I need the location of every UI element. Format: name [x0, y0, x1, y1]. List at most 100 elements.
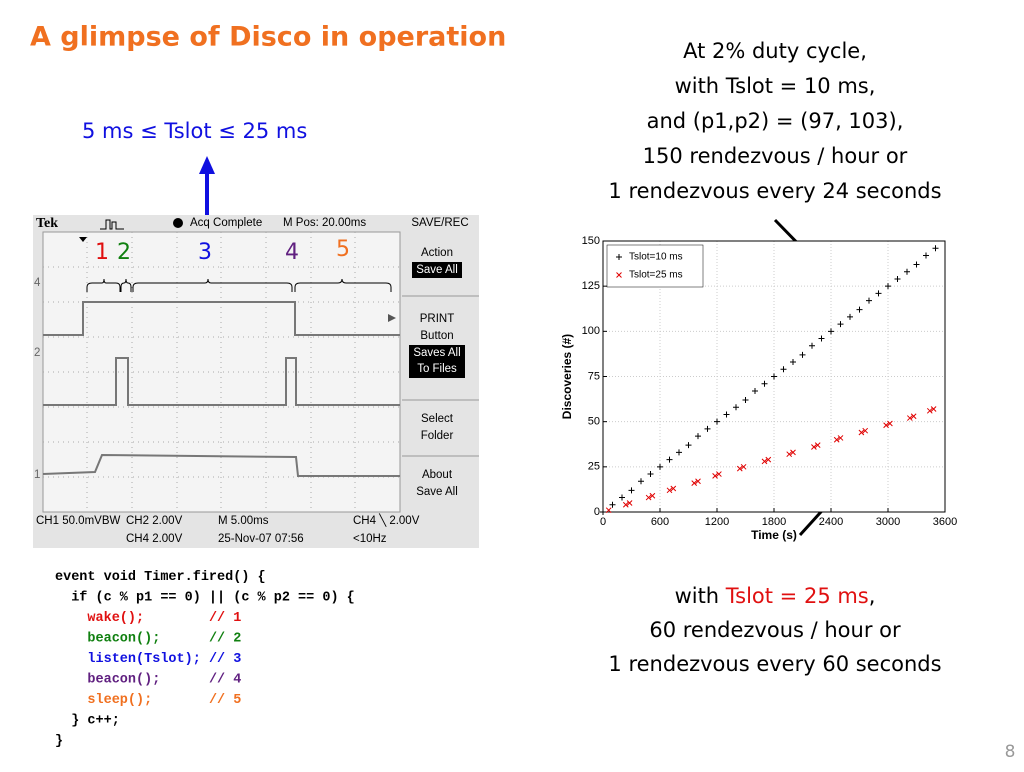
menu-item: Button — [420, 330, 453, 342]
point — [736, 465, 743, 472]
point — [910, 413, 917, 420]
code-text: beacon(); — [55, 631, 209, 646]
note-line: At 2% duty cycle, — [683, 39, 867, 63]
x-tick-label: 3000 — [876, 516, 900, 528]
scope-menu: Action Save All PRINT Button Saves All T… — [402, 247, 479, 498]
point — [647, 471, 654, 478]
code-comment: // 4 — [209, 672, 241, 687]
code-comment: // 2 — [209, 631, 241, 646]
code-line: wake(); // 1 — [55, 611, 241, 626]
x-tick-label: 3600 — [933, 516, 957, 528]
point — [628, 487, 635, 494]
point — [676, 449, 682, 456]
code-text: wake(); — [55, 611, 209, 626]
point — [695, 478, 701, 485]
code-text: sleep(); — [55, 693, 209, 708]
code-line: } — [55, 734, 63, 749]
status-dot — [173, 218, 183, 228]
legend-box — [606, 244, 704, 288]
point — [691, 480, 698, 486]
point — [765, 456, 772, 463]
point — [875, 290, 882, 297]
point — [626, 500, 633, 506]
arrow-head — [199, 156, 215, 174]
code-comment: // 3 — [209, 652, 241, 667]
level-marker — [388, 314, 396, 322]
y-tick-label: 75 — [588, 370, 600, 382]
code-line: } c++; — [55, 713, 120, 728]
x-axis-label: Time (s) — [751, 528, 797, 542]
point — [716, 471, 722, 477]
footer-item: CH2 2.00V — [126, 515, 183, 527]
point — [923, 252, 929, 259]
code-text: beacon(); — [55, 672, 209, 687]
segment-label: 5 — [336, 237, 350, 262]
point — [906, 415, 913, 421]
page-number: 8 — [1005, 742, 1016, 762]
x-tick-label: 2400 — [819, 516, 843, 528]
chart: 0 600 1200 1800 2400 3000 3600 0 25 50 75 100 125 150… — [560, 235, 957, 542]
x-tick-label: 1200 — [705, 516, 729, 528]
menu-item: Select — [421, 413, 454, 425]
point — [723, 411, 730, 418]
point — [837, 321, 844, 328]
point — [695, 433, 701, 440]
point — [733, 404, 739, 411]
waveforms — [42, 301, 400, 477]
y-tick-label: 25 — [588, 461, 600, 473]
point — [761, 458, 768, 465]
point — [809, 342, 815, 349]
tslot-range: 5 ms ≤ Tslot ≤ 25 ms — [82, 119, 307, 143]
y-tick-label: 0 — [594, 506, 600, 518]
channel-marker: 1 — [34, 469, 40, 481]
point — [605, 507, 612, 514]
point — [790, 449, 796, 456]
footer-item: 25-Nov-07 07:56 — [218, 533, 304, 545]
point — [714, 418, 720, 425]
note-line: 1 rendezvous every 60 seconds — [608, 652, 941, 676]
point — [811, 444, 817, 450]
menu-item: About — [422, 469, 453, 481]
x-tick-label: 0 — [600, 516, 606, 528]
point — [771, 373, 777, 380]
point — [930, 406, 937, 412]
y-tick-label: 100 — [582, 325, 600, 337]
note-line: with Tslot = 25 ms, — [675, 584, 876, 608]
x-tick-label: 600 — [651, 516, 669, 528]
code-text: } — [55, 734, 63, 749]
point — [666, 456, 673, 463]
point — [685, 442, 692, 449]
legend-marker — [616, 254, 622, 260]
point — [670, 485, 677, 492]
note-text: , — [869, 584, 876, 608]
code-block: event void Timer.fired() { if (c % p1 ==… — [55, 570, 355, 749]
point — [828, 328, 834, 335]
point — [740, 463, 747, 470]
note-line: 60 rendezvous / hour or — [649, 618, 901, 642]
y-tick-label: 125 — [582, 280, 600, 292]
point — [786, 451, 793, 458]
point — [638, 478, 644, 485]
point — [894, 275, 901, 282]
point — [609, 501, 616, 508]
point — [712, 473, 718, 479]
point — [847, 313, 853, 320]
point — [913, 261, 920, 268]
code-line: if (c % p1 == 0) || (c % p2 == 0) { — [55, 590, 355, 605]
code-line: listen(Tslot); // 3 — [55, 652, 241, 667]
note-line: and (p1,p2) = (97, 103), — [647, 109, 904, 133]
point — [619, 494, 625, 501]
menu-item: Save All — [416, 264, 458, 276]
point — [752, 387, 758, 394]
point — [818, 335, 825, 342]
note-text: with — [675, 584, 726, 608]
point — [885, 283, 891, 290]
y-tick-label: 150 — [582, 235, 600, 247]
point — [926, 407, 933, 414]
legend-label: Tslot=10 ms — [629, 252, 683, 263]
segment-label: 2 — [117, 240, 131, 265]
segment-label: 3 — [198, 240, 212, 265]
footer-item: CH4 ╲ 2.00V — [353, 512, 420, 527]
note-line: with Tslot = 10 ms, — [675, 74, 876, 98]
